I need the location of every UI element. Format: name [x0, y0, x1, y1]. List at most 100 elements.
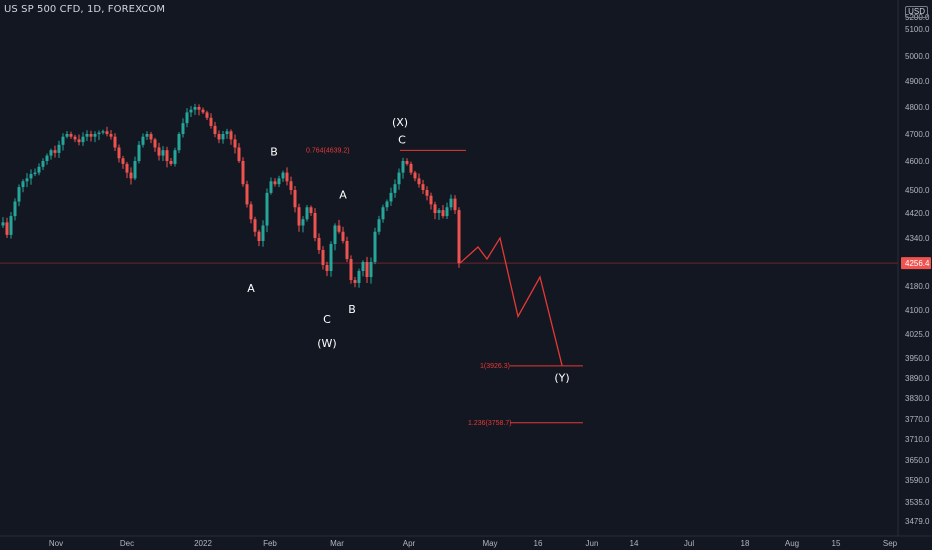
- time-tick-label: Dec: [120, 539, 134, 548]
- wave-label: A: [247, 282, 255, 295]
- candle-body: [81, 136, 85, 143]
- price-tick-label: 4900.0: [905, 77, 930, 86]
- price-tick-label: 4800.0: [905, 103, 930, 112]
- candle-body: [141, 136, 145, 145]
- candle-body: [185, 112, 189, 124]
- candle-body: [125, 163, 129, 173]
- fib-level-label: 0.764(4639.2): [306, 147, 350, 154]
- candle-body: [113, 136, 117, 148]
- candle-body: [57, 144, 61, 153]
- candle-body: [109, 134, 113, 137]
- candle-body: [445, 207, 449, 217]
- price-tick-label: 3479.0: [905, 517, 930, 526]
- candle-body: [121, 158, 125, 164]
- candle-body: [257, 231, 261, 241]
- candle-body: [393, 184, 397, 193]
- time-tick-label: 18: [741, 539, 750, 548]
- time-tick-label: Jul: [684, 539, 694, 548]
- candle-body: [49, 150, 53, 156]
- wave-label: B: [270, 146, 278, 159]
- wave-label: (Y): [554, 371, 569, 384]
- price-tick-label: 4700.0: [905, 130, 930, 139]
- candle-body: [173, 150, 177, 164]
- candle-body: [345, 241, 349, 259]
- price-tick-label: 4100.0: [905, 306, 930, 315]
- candle-body: [5, 222, 9, 235]
- candle-body: [177, 134, 181, 151]
- price-tick-label: 4600.0: [905, 157, 930, 166]
- candle-body: [41, 161, 45, 167]
- candle-body: [129, 172, 133, 179]
- candle-body: [401, 161, 405, 173]
- candle-body: [453, 198, 457, 211]
- time-tick-label: Nov: [49, 539, 63, 548]
- projected-wave-path: [459, 236, 563, 366]
- candle-body: [229, 131, 233, 140]
- candle-body: [373, 231, 377, 262]
- time-axis[interactable]: Nov Dec 2022 Feb Mar Apr May 16 Jun 14 Jul 18 Aug 15 S…: [49, 539, 898, 548]
- candle-body: [237, 147, 241, 161]
- wave-label: A: [339, 189, 347, 202]
- candle-body: [293, 190, 297, 208]
- candle-body: [213, 125, 217, 134]
- time-tick-label: May: [482, 539, 497, 548]
- candle-body: [21, 181, 25, 188]
- candle-body: [245, 184, 249, 205]
- candle-body: [61, 136, 65, 145]
- candle-body: [377, 219, 381, 232]
- candle-body: [341, 231, 345, 241]
- price-tick-label: 4340.0: [905, 234, 930, 243]
- wave-label: C: [398, 133, 406, 146]
- price-tick-label: 4180.0: [905, 282, 930, 291]
- wave-annotations: 0.764(4639.2) 1(3926.3) 1.236(3758.7) A B C (W…: [247, 116, 583, 427]
- candle-body: [233, 139, 237, 148]
- candle-body: [181, 123, 185, 134]
- candle-body: [425, 190, 429, 196]
- time-tick-label: Jun: [586, 539, 599, 548]
- candle-body: [137, 144, 141, 161]
- candle-body: [205, 112, 209, 118]
- candle-body: [369, 262, 373, 277]
- candle-body: [37, 166, 41, 173]
- candle-body: [201, 109, 205, 113]
- candle-body: [33, 172, 37, 175]
- price-tick-label: 3535.0: [905, 498, 930, 507]
- candle-body: [261, 225, 265, 241]
- candle-body: [197, 107, 201, 110]
- candlestick-series: [1, 103, 461, 288]
- candle-body: [241, 161, 245, 185]
- candle-body: [249, 204, 253, 220]
- candle-body: [277, 178, 281, 185]
- candle-body: [317, 238, 321, 250]
- candle-body: [45, 155, 49, 161]
- candle-body: [325, 265, 329, 271]
- time-tick-label: 2022: [194, 539, 212, 548]
- fib-level-label: 1(3926.3): [480, 363, 510, 370]
- candle-body: [409, 163, 413, 173]
- candle-body: [301, 219, 305, 226]
- currency-badge[interactable]: USD: [905, 6, 928, 18]
- candle-body: [381, 207, 385, 220]
- candle-body: [389, 192, 393, 202]
- candle-body: [13, 201, 17, 217]
- candle-body: [297, 207, 301, 226]
- candle-body: [169, 161, 173, 164]
- candle-body: [281, 172, 285, 179]
- time-tick-label: Mar: [330, 539, 344, 548]
- candle-body: [421, 184, 425, 190]
- price-tick-label: 3890.0: [905, 374, 930, 383]
- candle-body: [217, 134, 221, 140]
- candle-body: [329, 244, 333, 271]
- time-tick-label: Apr: [403, 539, 416, 548]
- candle-body: [193, 107, 197, 110]
- wave-label: B: [348, 303, 356, 316]
- price-tick-label: 3710.0: [905, 435, 930, 444]
- price-tick-label: 5100.0: [905, 25, 930, 34]
- time-tick-label: Feb: [263, 539, 277, 548]
- candle-body: [273, 181, 277, 185]
- candle-body: [289, 181, 293, 190]
- symbol-title[interactable]: US SP 500 CFD, 1D, FOREXCOM: [4, 4, 166, 15]
- price-tick-label: 4420.0: [905, 209, 930, 218]
